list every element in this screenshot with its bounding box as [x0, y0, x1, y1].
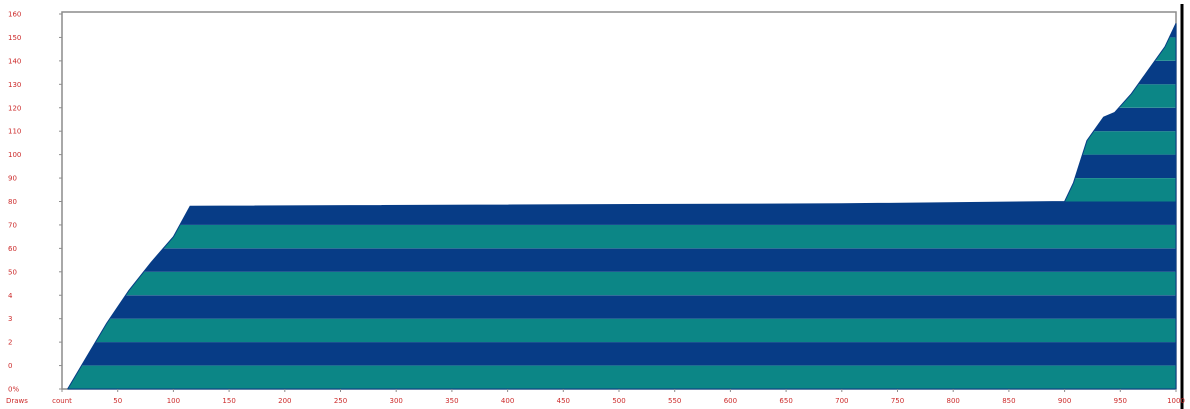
y-tick-label: 120 [8, 104, 21, 112]
y-tick-label: 110 [8, 128, 21, 136]
x-tick-label: 700 [835, 397, 848, 405]
x-tick-label: 950 [1114, 397, 1127, 405]
y-tick-label: 90 [8, 175, 17, 183]
y-tick-label: 100 [8, 151, 21, 159]
y-tick-label: 4 [8, 292, 13, 300]
area-stripe-band [67, 365, 1176, 389]
x-tick-label: 250 [334, 397, 347, 405]
x-tick-label: 400 [501, 397, 514, 405]
y-tick-label: 70 [8, 221, 17, 229]
y-tick-label: 3 [8, 315, 12, 323]
y-tick-label: 0 [8, 362, 12, 370]
area-stripe-band [67, 201, 1176, 225]
x-tick-label: 150 [222, 397, 235, 405]
area-stripe-band [67, 271, 1176, 296]
x-tick-label: 500 [612, 397, 625, 405]
x-tick-label: 550 [668, 397, 681, 405]
y-tick-label: 60 [8, 245, 17, 253]
area-stripe-band [67, 248, 1176, 272]
y-tick-label: 130 [8, 81, 21, 89]
x-tick-label: 650 [779, 397, 792, 405]
area-stripe-band [67, 342, 1176, 366]
x-tick-label: count [52, 397, 72, 405]
y-tick-label: 160 [8, 11, 21, 19]
x-tick-label: 50 [113, 397, 122, 405]
y-tick-label: 50 [8, 268, 17, 276]
x-tick-label: 100 [167, 397, 180, 405]
area-stripe-band [67, 224, 1176, 249]
y-axis-ticks: 0% 0 2 3 4 50 60 70 80 90 100 110 120 130 140 150 160 Dra… [6, 11, 62, 405]
area-stripe-band [67, 318, 1176, 343]
x-tick-label: 350 [445, 397, 458, 405]
area-stripe-band [67, 295, 1176, 319]
y-tick-label: 0% [8, 386, 19, 394]
y-axis-title: Draws [6, 397, 28, 405]
x-tick-label: 450 [557, 397, 570, 405]
y-tick-label: 80 [8, 198, 17, 206]
x-tick-label: 200 [278, 397, 291, 405]
y-tick-label: 2 [8, 339, 12, 347]
y-tick-label: 150 [8, 34, 21, 42]
x-tick-label: 300 [390, 397, 403, 405]
x-tick-label: 850 [1002, 397, 1015, 405]
x-tick-label: 1000 [1167, 397, 1185, 405]
x-tick-label: 750 [891, 397, 904, 405]
x-tick-label: 600 [724, 397, 737, 405]
area-series-outline [67, 23, 1177, 390]
x-axis-ticks: count 50 100 150 200 250 300 350 400 450 500 550 600… [52, 389, 1185, 405]
x-tick-label: 800 [947, 397, 960, 405]
x-tick-label: 900 [1058, 397, 1071, 405]
y-tick-label: 140 [8, 57, 21, 65]
